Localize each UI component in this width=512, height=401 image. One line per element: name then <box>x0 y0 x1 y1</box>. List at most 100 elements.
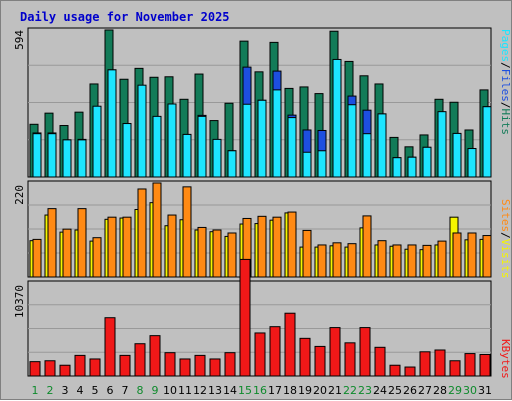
pages-bar-day-29 <box>452 132 462 178</box>
kbytes-bar-day-14 <box>224 352 236 377</box>
pages-bar-day-18 <box>287 117 297 178</box>
kbytes-bar-day-7 <box>119 354 131 377</box>
legend-sep2: / <box>499 102 512 109</box>
kbytes-bar-day-3 <box>59 364 71 377</box>
sites-bar-day-10 <box>167 214 177 278</box>
pages-bar-day-4 <box>77 139 87 178</box>
panel-visits-sites-legend: Sites/Visits <box>499 199 512 279</box>
sites-bar-day-3 <box>62 228 72 278</box>
sites-bar-day-7 <box>122 216 132 278</box>
kbytes-bar-day-2 <box>44 360 56 377</box>
kbytes-bar-day-15 <box>239 258 251 377</box>
x-tick-label-day-5: 5 <box>92 384 99 397</box>
x-tick-label-day-30: 30 <box>463 384 477 397</box>
x-tick-label-day-17: 17 <box>268 384 282 397</box>
x-tick-label-day-9: 9 <box>152 384 159 397</box>
legend-hits: Hits <box>499 109 512 136</box>
sites-bar-day-23 <box>362 215 372 278</box>
pages-bar-day-5 <box>92 105 102 178</box>
panel-kbytes-axis-max-label: 10370 <box>13 285 26 318</box>
sites-bar-day-19 <box>302 229 312 278</box>
sites-bar-day-24 <box>377 240 387 278</box>
kbytes-bar-day-4 <box>74 354 86 377</box>
pages-bar-day-15 <box>242 103 252 178</box>
pages-bar-day-25 <box>392 157 402 178</box>
pages-bar-day-16 <box>257 99 267 178</box>
sites-bar-day-9 <box>152 182 162 278</box>
sites-bar-day-20 <box>317 244 327 278</box>
pages-bar-day-20 <box>317 150 327 178</box>
kbytes-bar-day-28 <box>434 349 446 377</box>
x-tick-label-day-3: 3 <box>62 384 69 397</box>
kbytes-bar-day-13 <box>209 358 221 377</box>
sites-bar-day-27 <box>422 244 432 278</box>
panel-hits-files-pages-legend: Pages/Files/Hits <box>499 29 512 135</box>
x-tick-label-day-13: 13 <box>208 384 222 397</box>
x-tick-label-day-26: 26 <box>403 384 417 397</box>
x-tick-label-day-7: 7 <box>122 384 129 397</box>
x-tick-label-day-20: 20 <box>313 384 327 397</box>
legend-sites: Sites <box>499 199 512 232</box>
kbytes-bar-day-26 <box>404 366 416 377</box>
sites-bar-day-17 <box>272 216 282 278</box>
x-tick-label-day-21: 21 <box>328 384 342 397</box>
kbytes-bar-day-25 <box>389 364 401 377</box>
kbytes-bar-day-31 <box>479 353 491 377</box>
sites-bar-day-8 <box>137 188 147 278</box>
sites-bar-day-12 <box>197 226 207 278</box>
x-tick-label-day-1: 1 <box>32 384 39 397</box>
pages-bar-day-12 <box>197 115 207 178</box>
pages-bar-day-28 <box>437 111 447 178</box>
kbytes-bar-day-12 <box>194 354 206 377</box>
pages-bar-day-31 <box>482 106 492 178</box>
pages-bar-day-14 <box>227 150 237 178</box>
kbytes-bar-day-11 <box>179 358 191 377</box>
panel-kbytes-legend: KBytes <box>499 339 512 379</box>
x-tick-label-day-4: 4 <box>77 384 84 397</box>
pages-bar-day-2 <box>47 133 57 178</box>
sites-bar-day-29 <box>452 232 462 278</box>
x-tick-label-day-11: 11 <box>178 384 192 397</box>
x-tick-label-day-27: 27 <box>418 384 432 397</box>
x-tick-label-day-28: 28 <box>433 384 447 397</box>
sites-bar-day-16 <box>257 215 267 278</box>
x-tick-label-day-18: 18 <box>283 384 297 397</box>
sites-bar-day-30 <box>467 232 477 278</box>
kbytes-bar-day-16 <box>254 332 266 377</box>
x-tick-label-day-6: 6 <box>107 384 114 397</box>
kbytes-bar-day-22 <box>344 342 356 377</box>
kbytes-bar-day-9 <box>149 335 161 377</box>
pages-bar-day-11 <box>182 133 192 178</box>
pages-bar-day-27 <box>422 146 432 178</box>
x-tick-label-day-25: 25 <box>388 384 402 397</box>
x-tick-label-day-29: 29 <box>448 384 462 397</box>
sites-bar-day-5 <box>92 237 102 278</box>
pages-bar-day-8 <box>137 84 147 178</box>
pages-bar-day-17 <box>272 89 282 178</box>
x-tick-label-day-15: 15 <box>238 384 252 397</box>
pages-bar-day-10 <box>167 103 177 178</box>
kbytes-bar-day-8 <box>134 343 146 377</box>
pages-bar-day-1 <box>32 133 42 178</box>
x-tick-label-day-22: 22 <box>343 384 357 397</box>
sites-bar-day-25 <box>392 244 402 278</box>
pages-bar-day-3 <box>62 139 72 178</box>
panel-hits-files-pages-axis-max-label: 594 <box>13 30 26 50</box>
legend-visits: Visits <box>499 239 512 279</box>
x-tick-label-day-31: 31 <box>478 384 492 397</box>
sites-bar-day-1 <box>32 238 42 278</box>
sites-bar-day-13 <box>212 229 222 278</box>
sites-bar-day-31 <box>482 235 492 278</box>
sites-bar-day-26 <box>407 244 417 278</box>
kbytes-bar-day-23 <box>359 327 371 377</box>
x-tick-label-day-8: 8 <box>137 384 144 397</box>
x-tick-label-day-14: 14 <box>223 384 237 397</box>
kbytes-bar-day-18 <box>284 312 296 377</box>
sites-bar-day-4 <box>77 208 87 278</box>
chart-title: Daily usage for November 2025 <box>20 10 230 24</box>
legend-pages: Pages <box>499 29 512 62</box>
pages-bar-day-22 <box>347 104 357 178</box>
pages-bar-day-23 <box>362 133 372 178</box>
panel-visits-sites-axis-max-label: 220 <box>13 185 26 205</box>
